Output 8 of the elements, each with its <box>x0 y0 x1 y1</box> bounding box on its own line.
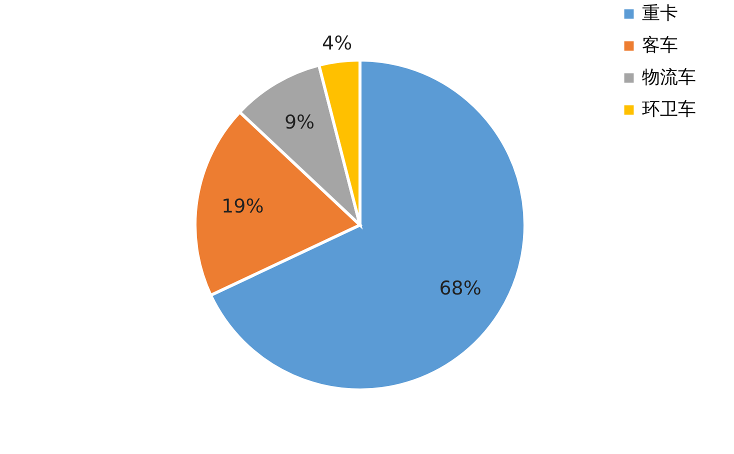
legend-label: 客车 <box>642 35 678 56</box>
data-label: 4% <box>322 32 352 54</box>
data-label: 19% <box>222 195 264 218</box>
data-label: 9% <box>284 112 315 134</box>
legend-label: 重卡 <box>642 3 678 24</box>
legend-label: 环卫车 <box>642 99 696 120</box>
data-label: 68% <box>439 278 482 300</box>
legend-label: 物流车 <box>642 67 696 88</box>
